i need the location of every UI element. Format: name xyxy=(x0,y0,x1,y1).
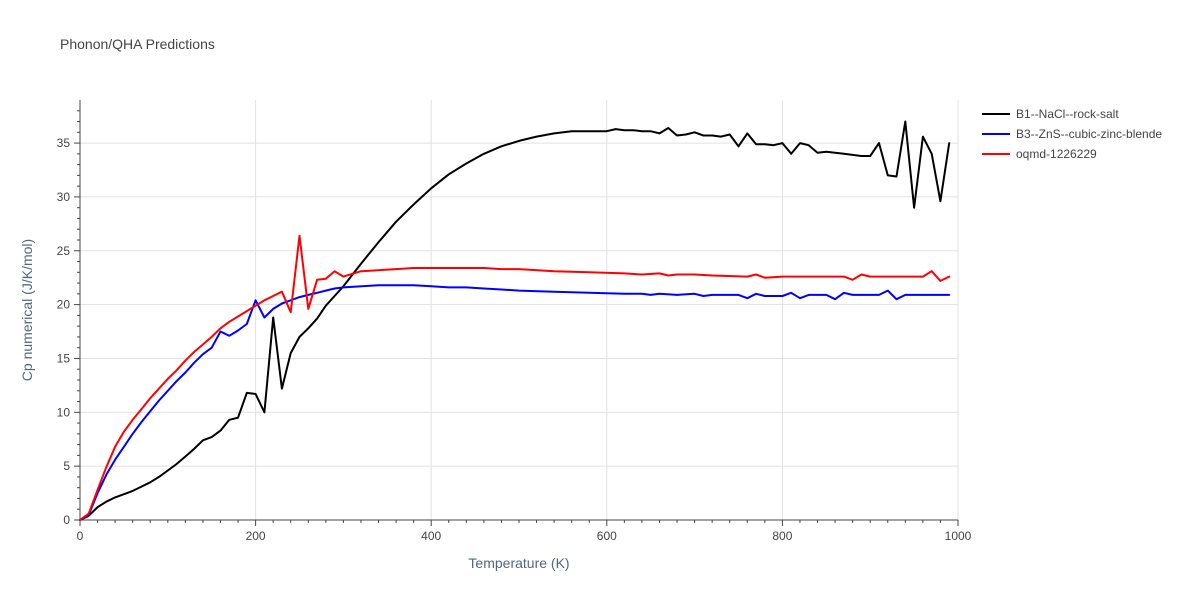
x-tick-label: 200 xyxy=(246,529,266,543)
legend[interactable]: B1--NaCl--rock-salt B3--ZnS--cubic-zinc-b… xyxy=(982,107,1162,161)
x-tick-label: 0 xyxy=(77,529,84,543)
chart-title: Phonon/QHA Predictions xyxy=(60,36,215,52)
legend-item-2[interactable]: oqmd-1226229 xyxy=(982,147,1097,161)
y-tick-label: 25 xyxy=(57,244,71,258)
series-line-2[interactable] xyxy=(79,234,951,521)
x-tick-label: 1000 xyxy=(945,529,972,543)
y-tick-label: 30 xyxy=(57,190,71,204)
series-line-0[interactable] xyxy=(79,120,951,521)
y-tick-label: 15 xyxy=(57,351,71,365)
legend-item-1[interactable]: B3--ZnS--cubic-zinc-blende xyxy=(982,127,1162,141)
y-tick-labels: 0 5 10 15 20 25 30 35 xyxy=(57,136,71,527)
axes xyxy=(74,100,959,526)
y-tick-label: 0 xyxy=(63,513,70,527)
series-line-1[interactable] xyxy=(79,284,951,521)
x-tick-label: 800 xyxy=(772,529,792,543)
x-tick-label: 400 xyxy=(421,529,441,543)
legend-label: oqmd-1226229 xyxy=(1016,147,1097,161)
series-layer xyxy=(79,120,951,521)
y-axis-title: Cp numerical (J/K/mol) xyxy=(19,239,35,381)
x-tick-label: 600 xyxy=(597,529,617,543)
y-tick-label: 35 xyxy=(57,136,71,150)
x-tick-labels: 0 200 400 600 800 1000 xyxy=(77,529,972,543)
legend-label: B3--ZnS--cubic-zinc-blende xyxy=(1016,127,1162,141)
legend-label: B1--NaCl--rock-salt xyxy=(1016,107,1119,121)
y-tick-label: 5 xyxy=(63,459,70,473)
y-tick-label: 20 xyxy=(57,298,71,312)
x-axis-title: Temperature (K) xyxy=(468,555,569,571)
legend-item-0[interactable]: B1--NaCl--rock-salt xyxy=(982,107,1119,121)
gridlines xyxy=(80,100,959,520)
y-tick-label: 10 xyxy=(57,405,71,419)
